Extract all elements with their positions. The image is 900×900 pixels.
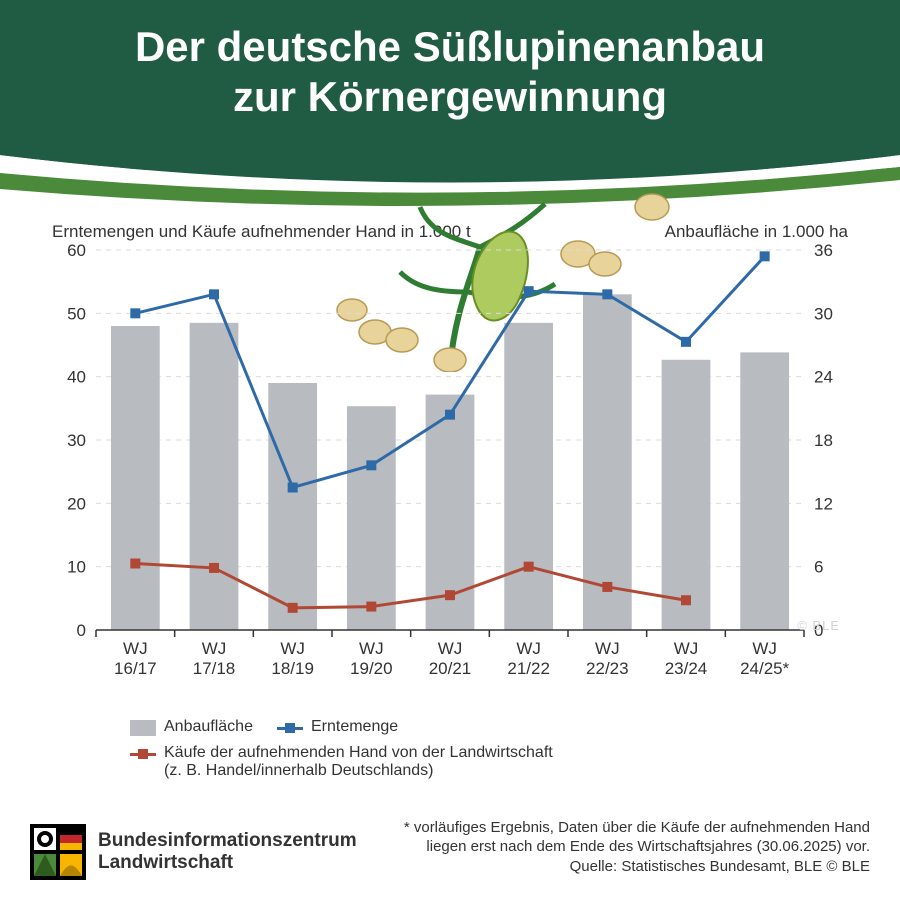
header: Der deutsche Süßlupinenanbau zur Körnerg… xyxy=(0,0,900,170)
svg-text:20: 20 xyxy=(67,494,86,513)
svg-text:10: 10 xyxy=(67,558,86,577)
svg-text:19/20: 19/20 xyxy=(350,659,393,678)
svg-text:24: 24 xyxy=(814,368,833,387)
svg-text:WJ: WJ xyxy=(438,639,463,658)
svg-text:50: 50 xyxy=(67,304,86,323)
ble-logo-icon xyxy=(30,824,86,880)
svg-text:16/17: 16/17 xyxy=(114,659,157,678)
svg-text:12: 12 xyxy=(814,494,833,513)
legend-marker-red xyxy=(130,744,156,764)
legend: Anbaufläche Erntemenge Käufe der aufnehm… xyxy=(130,718,840,780)
svg-text:WJ: WJ xyxy=(516,639,541,658)
svg-text:17/18: 17/18 xyxy=(193,659,236,678)
legend-marker-blue xyxy=(277,718,303,738)
svg-text:20/21: 20/21 xyxy=(429,659,472,678)
svg-text:24/25*: 24/25* xyxy=(740,659,790,678)
svg-text:WJ: WJ xyxy=(674,639,699,658)
legend-label-blue: Erntemenge xyxy=(311,718,398,736)
svg-text:23/24: 23/24 xyxy=(665,659,708,678)
svg-text:22/23: 22/23 xyxy=(586,659,629,678)
svg-text:30: 30 xyxy=(67,431,86,450)
footnote-line3: Quelle: Statistisches Bundesamt, BLE © B… xyxy=(404,857,870,877)
svg-text:60: 60 xyxy=(67,241,86,260)
svg-text:WJ: WJ xyxy=(359,639,384,658)
svg-text:21/22: 21/22 xyxy=(507,659,550,678)
watermark: © BLE xyxy=(797,618,840,633)
svg-text:18: 18 xyxy=(814,431,833,450)
svg-text:18/19: 18/19 xyxy=(271,659,314,678)
page-title: Der deutsche Süßlupinenanbau zur Körnerg… xyxy=(0,22,900,121)
infographic-root: Der deutsche Süßlupinenanbau zur Körnerg… xyxy=(0,0,900,900)
legend-blue: Erntemenge xyxy=(277,718,398,738)
footnote-line2: liegen erst nach dem Ende des Wirtschaft… xyxy=(404,837,870,857)
chart: 0102030405060061218243036WJ16/17WJ17/18W… xyxy=(50,230,850,705)
legend-swatch-bar xyxy=(130,720,156,736)
svg-text:WJ: WJ xyxy=(595,639,620,658)
footnote-line1: * vorläufiges Ergebnis, Daten über die K… xyxy=(404,818,870,838)
svg-text:WJ: WJ xyxy=(202,639,227,658)
legend-label-red: Käufe der aufnehmenden Hand von der Land… xyxy=(164,744,553,780)
legend-label-bar: Anbaufläche xyxy=(164,718,253,736)
svg-text:40: 40 xyxy=(67,368,86,387)
legend-bar: Anbaufläche xyxy=(130,718,253,736)
footer-logo: Bundesinformationszentrum Landwirtschaft xyxy=(30,824,357,880)
footnote: * vorläufiges Ergebnis, Daten über die K… xyxy=(404,818,870,877)
footer-org: Bundesinformationszentrum Landwirtschaft xyxy=(98,830,357,874)
svg-text:WJ: WJ xyxy=(752,639,777,658)
legend-red: Käufe der aufnehmenden Hand von der Land… xyxy=(130,744,630,780)
svg-text:36: 36 xyxy=(814,241,833,260)
footer-org-line1: Bundesinformationszentrum xyxy=(98,830,357,852)
title-line1: Der deutsche Süßlupinenanbau xyxy=(135,23,765,70)
svg-text:WJ: WJ xyxy=(123,639,148,658)
svg-text:WJ: WJ xyxy=(280,639,305,658)
svg-text:30: 30 xyxy=(814,304,833,323)
title-line2: zur Körnergewinnung xyxy=(233,73,667,120)
svg-text:0: 0 xyxy=(77,621,86,640)
footer-org-line2: Landwirtschaft xyxy=(98,852,357,874)
svg-text:6: 6 xyxy=(814,558,823,577)
